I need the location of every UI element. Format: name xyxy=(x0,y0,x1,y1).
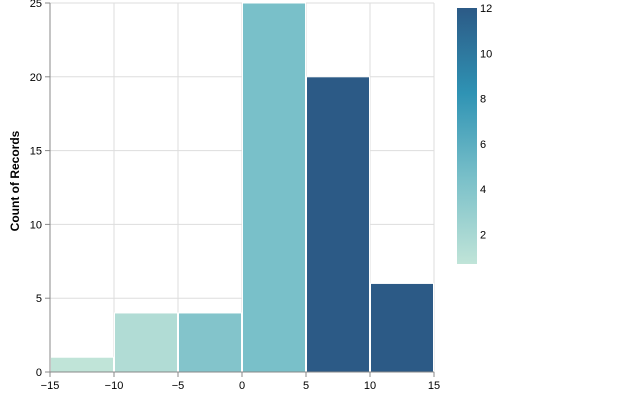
legend-tick-label: 10 xyxy=(480,48,492,60)
legend-tick-label: 12 xyxy=(480,3,492,15)
y-axis-title: Count of Records xyxy=(8,130,22,231)
x-tick-label: −10 xyxy=(105,380,124,392)
bars xyxy=(50,2,434,373)
y-tick-label: 0 xyxy=(36,367,42,379)
legend-tick-label: 4 xyxy=(480,184,486,196)
axes: 0 5 10 15 20 25 −15 −10 −5 0 5 10 15 xyxy=(30,0,440,392)
x-tick-label: 15 xyxy=(428,380,440,392)
histogram-bar xyxy=(178,312,242,373)
x-tick-label: 0 xyxy=(239,380,245,392)
legend-tick-label: 6 xyxy=(480,139,486,151)
y-tick-label: 15 xyxy=(30,146,42,158)
legend-tick-label: 8 xyxy=(480,94,486,106)
histogram-bar xyxy=(50,356,114,373)
x-tick-label: −5 xyxy=(172,380,185,392)
x-tick-label: 5 xyxy=(303,380,309,392)
y-tick-label: 5 xyxy=(36,293,42,305)
histogram-bar xyxy=(242,2,306,373)
histogram-bar xyxy=(306,76,370,373)
x-tick-label: 10 xyxy=(364,380,376,392)
histogram-bar xyxy=(370,282,434,373)
legend-color-ramp xyxy=(457,8,477,264)
y-tick-label: 20 xyxy=(30,72,42,84)
x-tick-label: −15 xyxy=(41,380,60,392)
histogram-bar xyxy=(114,312,178,373)
legend-tick-label: 2 xyxy=(480,230,486,242)
y-tick-label: 25 xyxy=(30,0,42,10)
color-legend: 2 4 6 8 10 12 xyxy=(457,3,492,264)
y-tick-label: 10 xyxy=(30,219,42,231)
